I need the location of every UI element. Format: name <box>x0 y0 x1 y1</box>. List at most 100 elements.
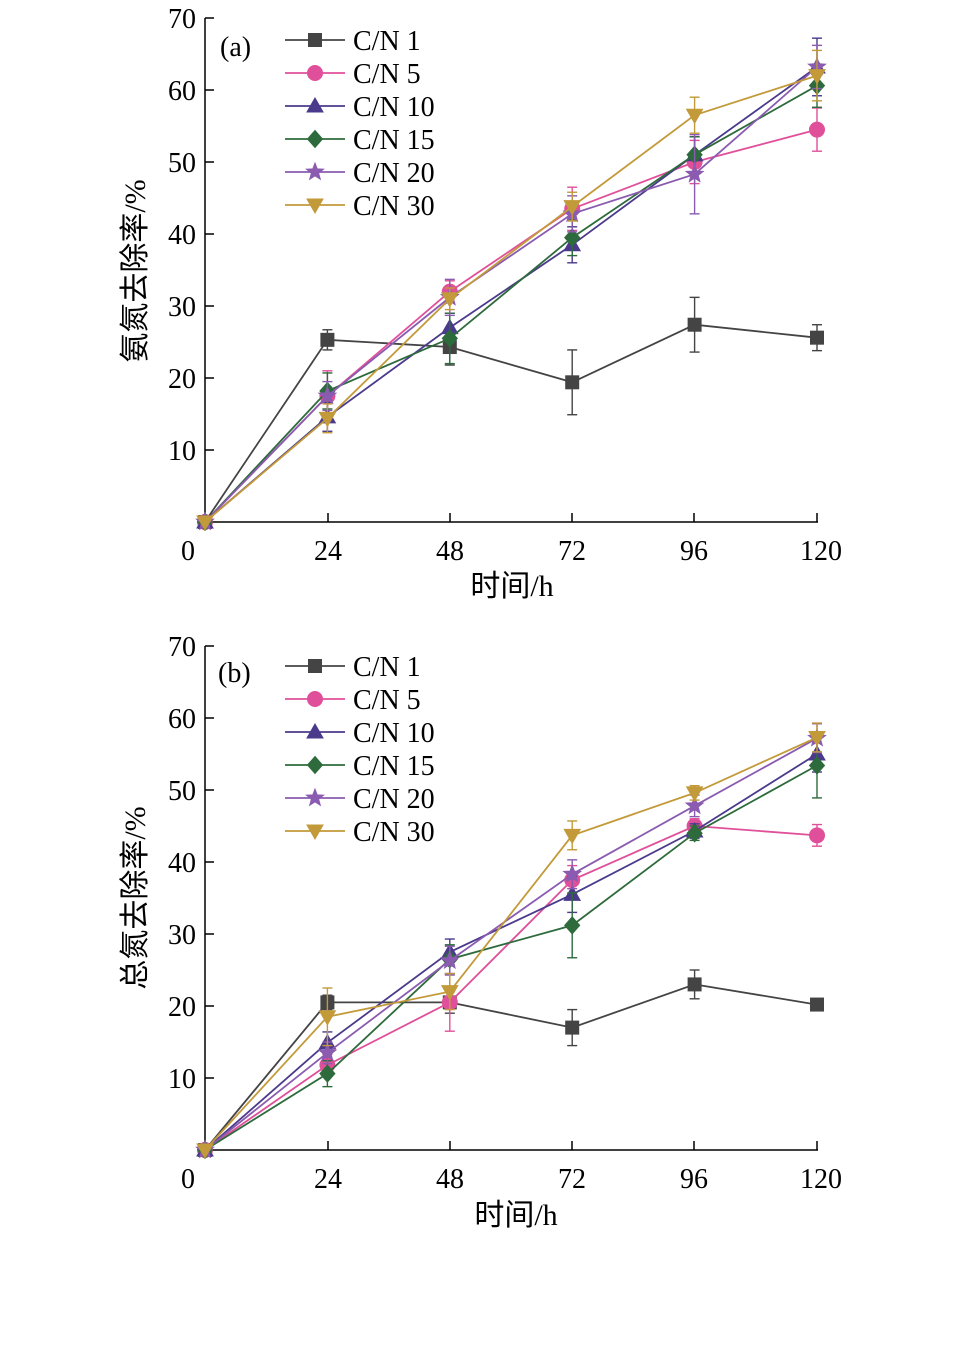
x-tick-label: 120 <box>800 1164 842 1195</box>
legend-marker <box>308 757 323 774</box>
figure-canvas: 102030405060700 24 48 72 96 120 C/N 1C/N 5C/N… <box>0 0 963 1353</box>
legend-label: C/N 5 <box>353 685 421 716</box>
legend-label: C/N 20 <box>353 784 435 815</box>
legend-entry: C/N 20 <box>285 158 435 189</box>
legend-a: C/N 1C/N 5C/N 10C/N 15C/N 20C/N 30 <box>285 26 435 222</box>
legend-entry: C/N 30 <box>285 191 435 222</box>
y-tick-label: 50 <box>168 776 196 807</box>
legend-label: C/N 15 <box>353 751 435 782</box>
series-c-n-15 <box>198 64 825 530</box>
series-line <box>205 738 817 1150</box>
series-line <box>205 67 817 522</box>
legend-marker <box>308 131 323 148</box>
series-c-n-10 <box>197 736 825 1156</box>
legend-marker <box>309 660 322 673</box>
legend-marker <box>307 825 323 839</box>
legend-marker <box>307 98 323 112</box>
series-layer-a <box>196 38 825 530</box>
y-tick-label: 30 <box>168 920 196 951</box>
x-tick-label: 0 <box>181 1164 195 1195</box>
data-point <box>687 787 703 801</box>
data-point <box>811 331 824 344</box>
series-line <box>205 86 817 522</box>
x-axis-title-b: 时间/h <box>474 1199 557 1232</box>
legend-entry: C/N 10 <box>285 92 435 123</box>
legend-marker <box>308 66 323 81</box>
x-tick-label: 72 <box>558 536 586 567</box>
legend-label: C/N 15 <box>353 125 435 156</box>
x-tick-label: 120 <box>800 536 842 567</box>
legend-entry: C/N 10 <box>285 718 435 749</box>
legend-entry: C/N 1 <box>285 26 421 57</box>
x-tick-label: 24 <box>314 536 342 567</box>
series-layer-b <box>196 723 825 1158</box>
y-tick-label: 20 <box>168 364 196 395</box>
x-axis-title-a: 时间/h <box>470 570 553 603</box>
legend-entry: C/N 1 <box>285 652 421 683</box>
series-c-n-1 <box>199 970 824 1157</box>
legend-marker <box>307 199 323 213</box>
data-point <box>811 998 824 1011</box>
y-tick-label: 40 <box>168 848 196 879</box>
data-point <box>809 731 825 745</box>
series-line <box>205 754 817 1150</box>
y-tick-label: 10 <box>168 1064 196 1095</box>
data-point <box>810 122 825 137</box>
x-tick-label: 96 <box>680 1164 708 1195</box>
y-tick-label: 70 <box>168 4 196 35</box>
x-tick-label: 0 <box>181 536 195 567</box>
series-line <box>205 737 817 1150</box>
data-point <box>566 376 579 389</box>
legend-b: C/N 1C/N 5C/N 10C/N 15C/N 20C/N 30 <box>285 652 435 848</box>
legend-label: C/N 10 <box>353 718 435 749</box>
data-point <box>688 978 701 991</box>
x-tick-label: 48 <box>436 1164 464 1195</box>
y-tick-label: 60 <box>168 704 196 735</box>
x-tick-label: 24 <box>314 1164 342 1195</box>
series-line <box>205 766 817 1151</box>
legend-entry: C/N 30 <box>285 817 435 848</box>
panel-label-b: (b) <box>218 658 251 689</box>
legend-entry: C/N 5 <box>285 685 421 716</box>
series-c-n-1 <box>199 297 824 528</box>
legend-label: C/N 20 <box>353 158 435 189</box>
data-point <box>566 1021 579 1034</box>
legend-marker <box>309 34 322 47</box>
y-axis-title-a: 氨氮去除率/% <box>119 179 152 362</box>
y-tick-label: 70 <box>168 632 196 663</box>
x-tick-label: 96 <box>680 536 708 567</box>
y-tick-label: 40 <box>168 220 196 251</box>
legend-label: C/N 1 <box>353 26 421 57</box>
axes-a: 102030405060700 24 48 72 96 120 <box>168 4 842 567</box>
series-c-n-10 <box>197 38 825 528</box>
y-axis-title-b: 总氮去除率/% <box>119 806 152 989</box>
x-tick-label: 48 <box>436 536 464 567</box>
legend-label: C/N 1 <box>353 652 421 683</box>
y-tick-label: 60 <box>168 76 196 107</box>
legend-marker <box>308 692 323 707</box>
series-c-n-5 <box>198 819 825 1158</box>
legend-entry: C/N 15 <box>285 751 435 782</box>
legend-marker <box>306 163 323 179</box>
y-tick-label: 10 <box>168 436 196 467</box>
series-c-n-15 <box>198 733 825 1158</box>
legend-label: C/N 30 <box>353 191 435 222</box>
x-tick-label: 72 <box>558 1164 586 1195</box>
legend-label: C/N 10 <box>353 92 435 123</box>
data-point <box>565 917 580 934</box>
data-point <box>321 333 334 346</box>
legend-label: C/N 5 <box>353 59 421 90</box>
series-line <box>205 76 817 522</box>
series-line <box>205 67 817 522</box>
legend-marker <box>307 724 323 738</box>
series-line <box>205 984 817 1150</box>
legend-entry: C/N 20 <box>285 784 435 815</box>
series-line <box>205 826 817 1150</box>
data-point <box>687 109 703 123</box>
legend-label: C/N 30 <box>353 817 435 848</box>
y-tick-label: 30 <box>168 292 196 323</box>
legend-entry: C/N 15 <box>285 125 435 156</box>
data-point <box>688 318 701 331</box>
